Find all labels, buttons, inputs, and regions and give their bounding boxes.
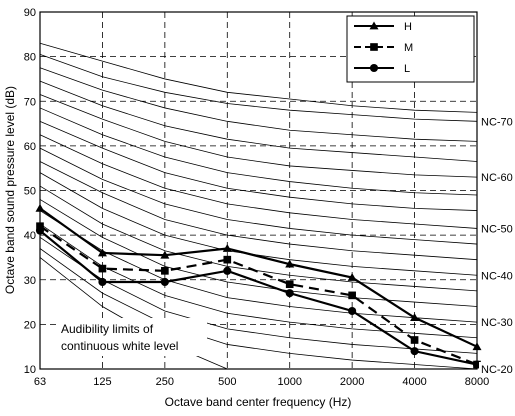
- nc-label-background: [479, 315, 514, 330]
- nc-curve-label: NC-60: [481, 172, 513, 184]
- nc-curve: [39, 210, 478, 323]
- marker-circle-legend-L: [369, 63, 379, 73]
- annotation-background: [57, 318, 207, 356]
- nc-curve: [39, 223, 478, 339]
- marker-square-M: [98, 264, 107, 273]
- nc-curve: [39, 67, 478, 142]
- x-axis-label: Octave band center frequency (Hz): [165, 395, 352, 409]
- y-tick-label: 80: [24, 52, 36, 64]
- nc-curve-label: NC-50: [481, 223, 513, 235]
- nc-curve-label: NC-30: [481, 317, 513, 329]
- nc-label-background: [479, 114, 514, 129]
- series-line-M: [39, 225, 478, 366]
- marker-square-legend-M: [370, 43, 378, 51]
- marker-triangle-H: [285, 259, 295, 268]
- nc-label-background: [479, 362, 514, 376]
- nc-curve: [39, 107, 478, 196]
- series-line-L: [39, 229, 478, 366]
- x-tick-label: 125: [93, 376, 111, 388]
- x-tick-label: 500: [218, 376, 236, 388]
- x-tick-labels: 63 125 250 500 1000 2000 4000 8000: [34, 376, 489, 388]
- y-tick-labels: 10 20 30 40 50 60 70 80 90: [24, 7, 36, 376]
- x-tick-label: 2000: [340, 376, 364, 388]
- data-series: [35, 203, 482, 369]
- nc-curve: [39, 185, 478, 292]
- nc-curve: [39, 161, 478, 261]
- x-tick-label: 4000: [402, 376, 426, 388]
- marker-square-M: [223, 255, 232, 264]
- nc-curve: [39, 80, 478, 162]
- nc-label-background: [479, 268, 514, 283]
- legend-label: H: [404, 21, 412, 33]
- marker-circle-L: [223, 266, 232, 275]
- nc-curve: [39, 248, 478, 370]
- nc-curve: [39, 237, 478, 354]
- marker-triangle-H: [410, 313, 420, 322]
- annotation-line-2: continuous white level: [61, 339, 178, 353]
- x-tick-label: 63: [34, 376, 46, 388]
- nc-curve: [39, 54, 478, 122]
- y-tick-label: 60: [24, 141, 36, 153]
- nc-label-background: [479, 170, 514, 185]
- nc-label-background: [479, 221, 514, 236]
- nc-curve-labels: NC-70 NC-60 NC-50 NC-40 NC-30 NC-20: [479, 114, 514, 376]
- y-tick-label: 70: [24, 96, 36, 108]
- marker-triangle-H: [347, 273, 357, 281]
- marker-square-M: [410, 336, 419, 344]
- marker-triangle-legend-H: [369, 21, 379, 30]
- nc-curve-label: NC-20: [481, 364, 513, 376]
- annotation-line-1: Audibility limits of: [61, 322, 154, 336]
- x-tick-label: 1000: [277, 376, 301, 388]
- y-tick-label: 40: [24, 230, 36, 242]
- legend-label: M: [404, 42, 413, 54]
- nc-curve: [39, 120, 478, 211]
- marker-circle-L: [98, 277, 107, 287]
- legend: HML: [346, 15, 475, 83]
- nc-curve: [39, 42, 478, 113]
- nc-curve: [39, 199, 478, 307]
- nc-curve-label: NC-40: [481, 270, 513, 282]
- marker-circle-L: [285, 289, 294, 298]
- y-tick-label: 10: [24, 364, 36, 376]
- nc-curve: [39, 147, 478, 245]
- y-tick-label: 20: [24, 319, 36, 331]
- legend-label: L: [404, 63, 410, 75]
- marker-square-M: [161, 267, 169, 275]
- x-tick-label: 8000: [465, 376, 489, 388]
- series-line-H: [39, 207, 478, 348]
- nc-curve: [39, 94, 478, 178]
- marker-square-M: [348, 291, 356, 300]
- y-tick-label: 50: [24, 186, 36, 198]
- marker-circle-L: [410, 347, 419, 356]
- y-tick-label: 90: [24, 7, 36, 19]
- nc-curve: [39, 134, 478, 229]
- x-tick-label: 250: [156, 376, 174, 388]
- marker-square-M: [285, 280, 294, 289]
- y-axis-label: Octave band sound pressure level (dB): [3, 86, 17, 294]
- marker-triangle-H: [97, 248, 107, 257]
- y-tick-label: 30: [24, 275, 36, 287]
- marker-circle-L: [348, 306, 357, 316]
- nc-curves: [39, 42, 478, 370]
- marker-triangle-H: [160, 250, 170, 259]
- marker-circle-L: [160, 277, 169, 287]
- plot-frame: [39, 11, 478, 370]
- marker-triangle-H: [222, 244, 232, 252]
- nc-curve-label: NC-70: [481, 116, 513, 128]
